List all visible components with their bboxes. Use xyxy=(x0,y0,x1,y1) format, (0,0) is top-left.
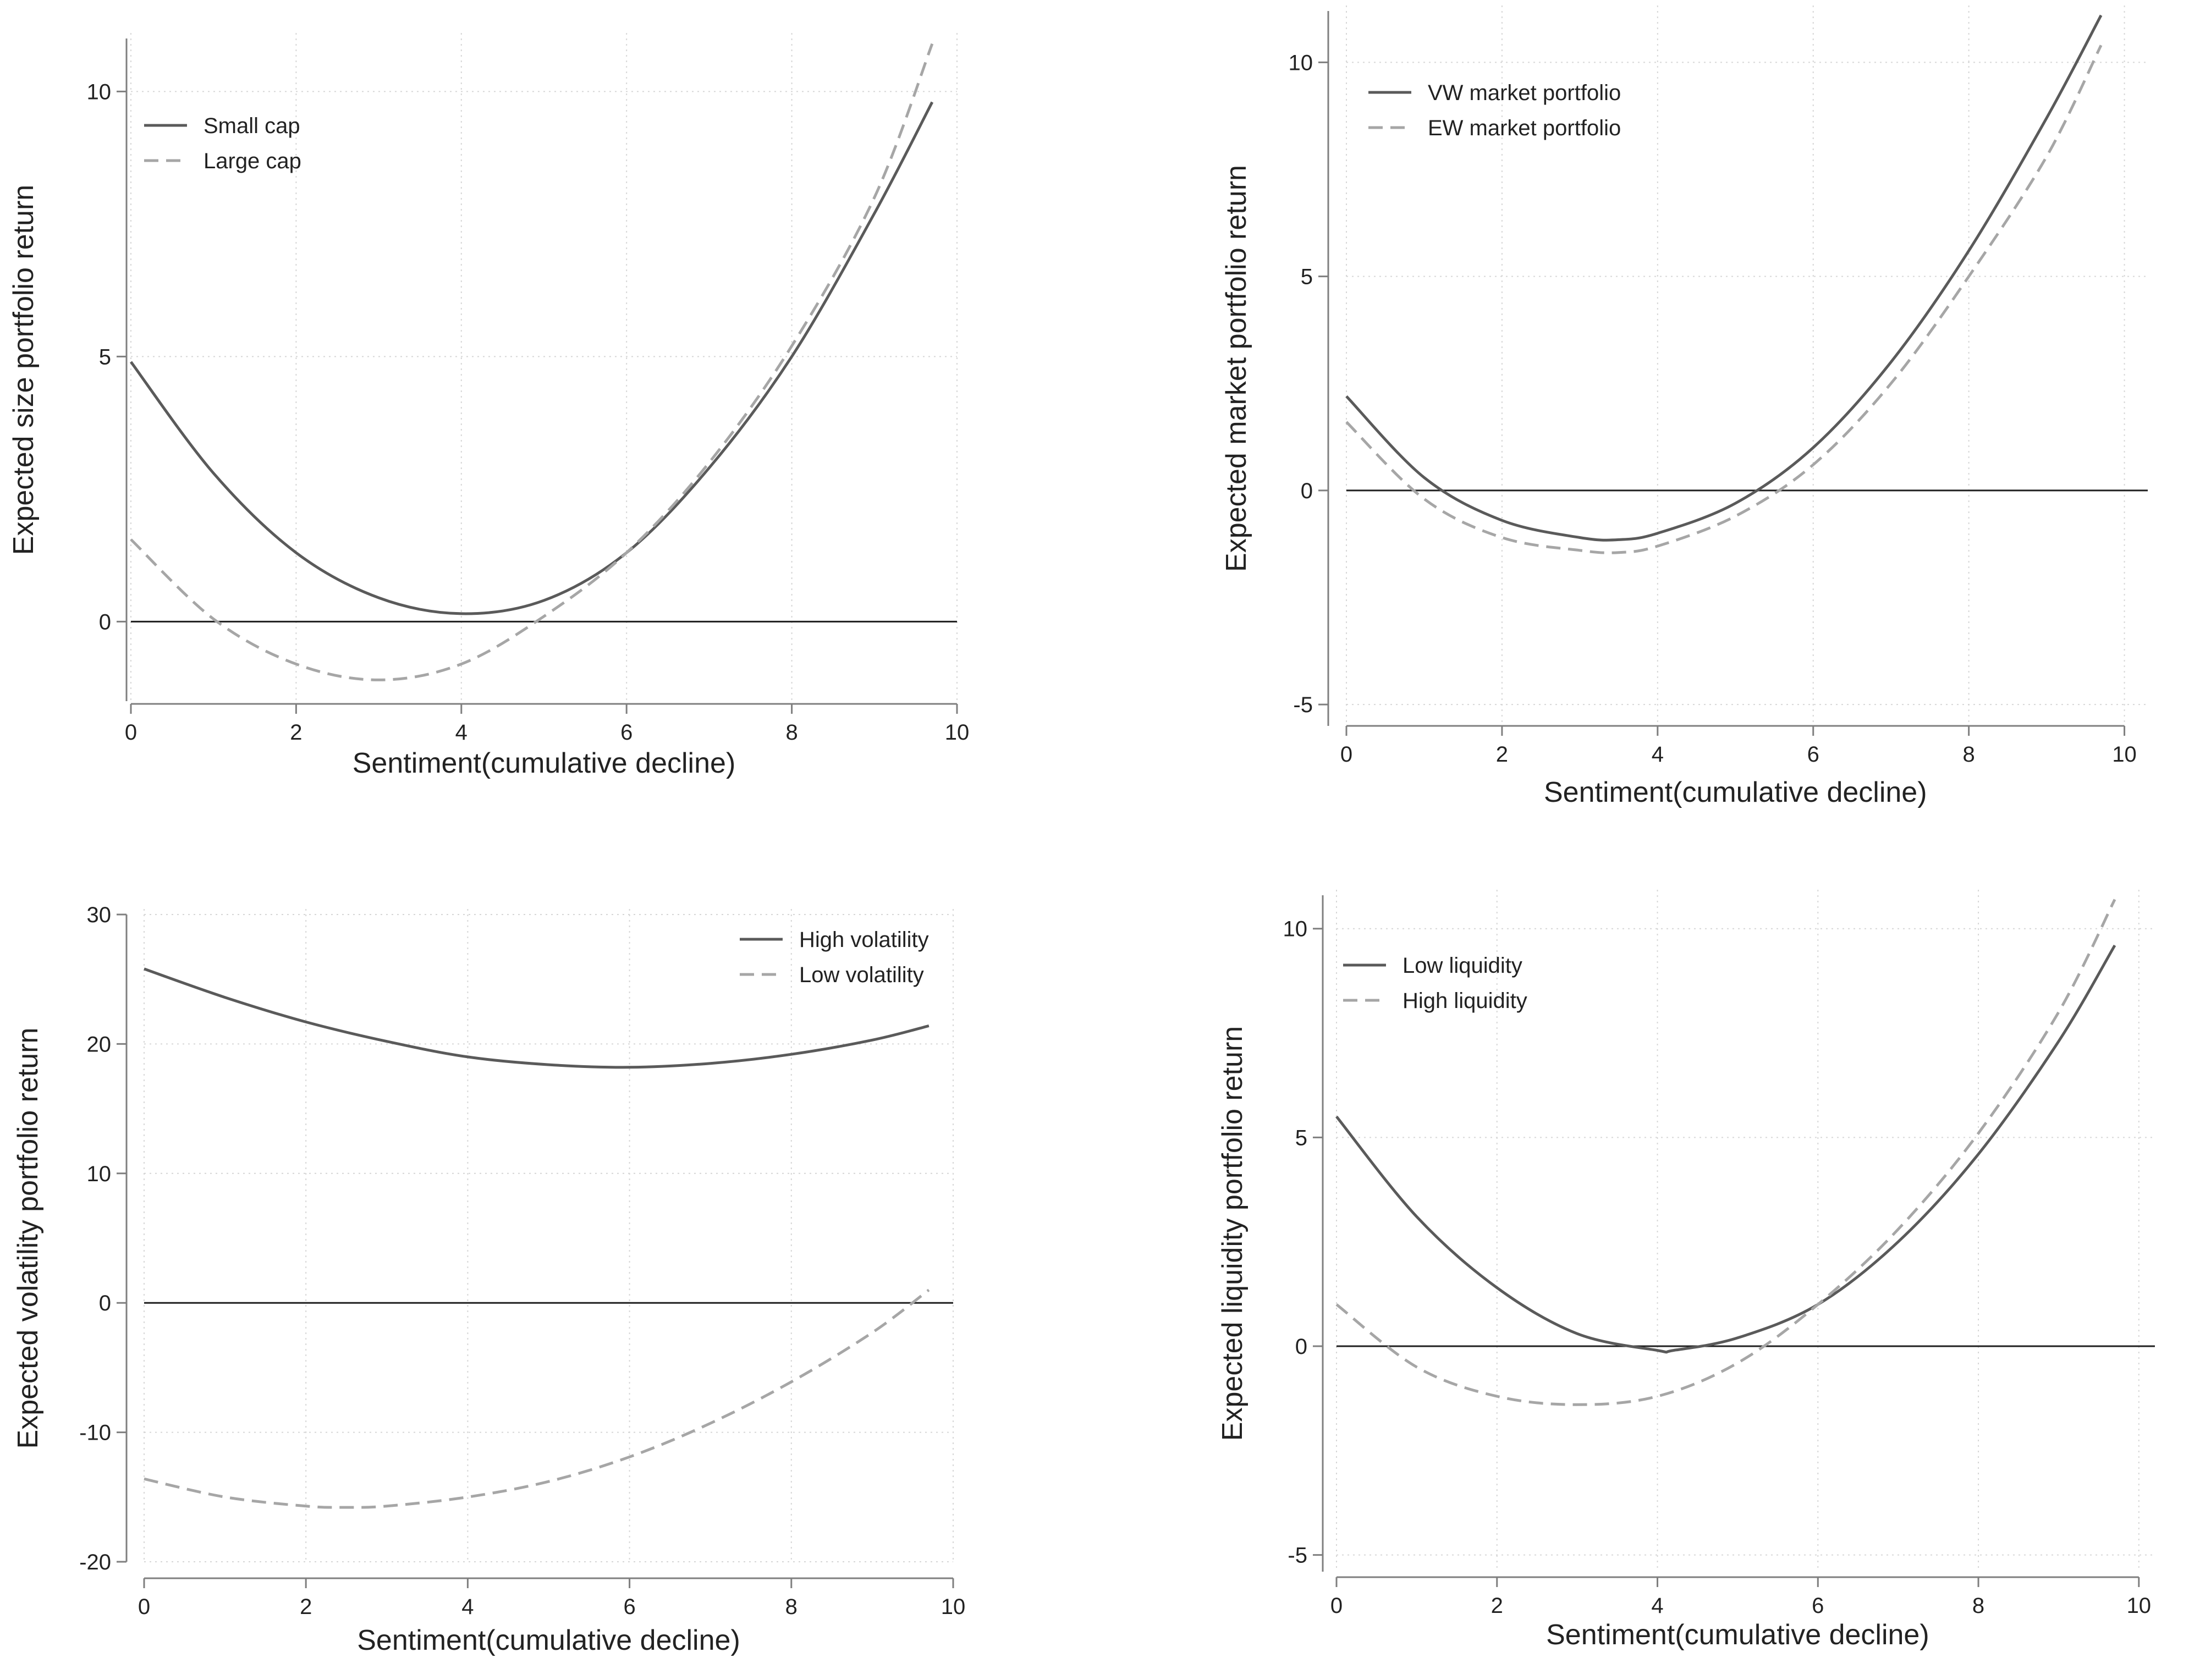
series-line-low-volatility xyxy=(144,1288,930,1509)
x-tick-label: 6 xyxy=(620,720,632,745)
x-tick-label: 4 xyxy=(1652,742,1664,767)
series-line-high-volatility xyxy=(144,967,930,1069)
series-line-ew-market-portfolio xyxy=(1345,45,2103,554)
y-tick-label: 5 xyxy=(99,345,111,369)
y-tick-label: 10 xyxy=(87,80,112,104)
series-line-low-liquidity xyxy=(1335,944,2116,1354)
x-axis-title: Sentiment(cumulative decline) xyxy=(357,1624,740,1656)
x-tick-label: 4 xyxy=(1651,1594,1663,1618)
legend: Low liquidity High liquidity xyxy=(1343,954,1527,1013)
y-tick-label: 0 xyxy=(99,1291,111,1315)
y-tick-label: 5 xyxy=(1301,265,1313,289)
y-tick-label: 5 xyxy=(1295,1126,1307,1150)
x-tick-label: 0 xyxy=(125,720,137,745)
x-tick-label: 2 xyxy=(1496,742,1508,767)
legend: Small cap Large cap xyxy=(144,114,301,173)
y-tick-label: -10 xyxy=(79,1421,111,1445)
y-tick-label: 0 xyxy=(1295,1335,1307,1359)
legend-label: Large cap xyxy=(204,149,301,173)
legend-label: Small cap xyxy=(204,114,300,138)
y-tick-label: -5 xyxy=(1293,693,1313,717)
x-tick-label: 4 xyxy=(461,1595,474,1619)
x-tick-label: 4 xyxy=(455,720,468,745)
series-line-small-cap xyxy=(129,101,934,615)
x-tick-label: 6 xyxy=(1807,742,1819,767)
series-line-vw-market-portfolio xyxy=(1345,14,2103,542)
y-tick-label: 20 xyxy=(87,1032,112,1056)
x-tick-label: 10 xyxy=(2127,1594,2152,1618)
legend-label: Low volatility xyxy=(799,963,924,987)
y-tick-label: 10 xyxy=(1283,917,1308,941)
y-tick-label: 10 xyxy=(87,1162,112,1186)
y-tick-label: 10 xyxy=(1289,51,1313,75)
legend: VW market portfolio EW market portfolio xyxy=(1368,81,1621,140)
x-tick-label: 10 xyxy=(945,720,970,745)
y-axis-title: Expected volatility portfolio return xyxy=(12,1028,44,1449)
x-axis-title: Sentiment(cumulative decline) xyxy=(1544,776,1927,808)
x-axis-title: Sentiment(cumulative decline) xyxy=(353,747,736,779)
x-tick-label: 2 xyxy=(300,1595,312,1619)
x-tick-label: 0 xyxy=(1340,742,1352,767)
legend: High volatility Low volatility xyxy=(740,928,929,987)
x-axis-title: Sentiment(cumulative decline) xyxy=(1546,1619,1929,1651)
x-tick-label: 0 xyxy=(138,1595,150,1619)
x-tick-label: 8 xyxy=(1972,1594,1984,1618)
y-axis-title: Expected liquidity portfolio return xyxy=(1217,1026,1248,1441)
x-tick-label: 10 xyxy=(941,1595,966,1619)
legend-label: Low liquidity xyxy=(1402,954,1522,978)
y-tick-label: 0 xyxy=(99,610,111,634)
legend-label: VW market portfolio xyxy=(1428,81,1621,105)
x-tick-label: 6 xyxy=(1812,1594,1824,1618)
x-tick-label: 2 xyxy=(1491,1594,1503,1618)
chart-market: 0 2 4 6 8 10 -5 0 5 10 VW market portfolio EW marke… xyxy=(1220,5,2148,808)
y-tick-label: -5 xyxy=(1288,1544,1307,1568)
chart-size: 0 2 4 6 8 10 0 5 10 Small cap Large cap Sentiment(c… xyxy=(8,33,969,779)
legend-label: High liquidity xyxy=(1402,989,1527,1013)
legend-label: EW market portfolio xyxy=(1428,116,1621,140)
x-tick-label: 8 xyxy=(785,1595,798,1619)
x-tick-label: 2 xyxy=(290,720,302,745)
y-tick-label: 0 xyxy=(1301,479,1313,503)
x-tick-label: 10 xyxy=(2112,742,2137,767)
y-axis-title: Expected market portfolio return xyxy=(1220,165,1252,572)
chart-volatility: 0 2 4 6 8 10 -20 -10 0 10 20 30 High volatility Low v… xyxy=(12,903,965,1656)
x-tick-label: 8 xyxy=(785,720,798,745)
y-tick-label: -20 xyxy=(79,1550,111,1574)
chart-liquidity: 0 2 4 6 8 10 -5 0 5 10 Low liquidity High liquidity… xyxy=(1217,890,2155,1651)
legend-label: High volatility xyxy=(799,928,929,952)
y-axis-title: Expected size portfolio return xyxy=(8,185,40,555)
x-tick-label: 0 xyxy=(1330,1594,1343,1618)
series-line-high-liquidity xyxy=(1335,899,2116,1406)
series-line-large-cap xyxy=(130,43,934,681)
x-tick-label: 8 xyxy=(1963,742,1975,767)
x-tick-label: 6 xyxy=(623,1595,635,1619)
y-tick-label: 30 xyxy=(87,903,112,927)
